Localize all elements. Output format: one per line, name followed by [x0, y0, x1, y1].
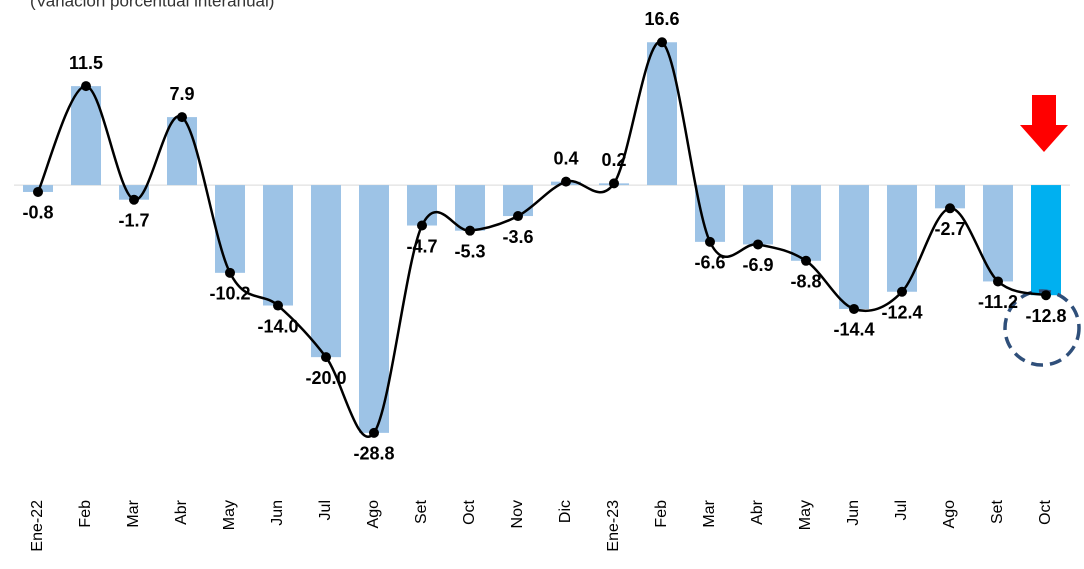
x-tick-label: Nov [509, 500, 526, 528]
line-point [561, 176, 571, 187]
bar [1031, 185, 1061, 296]
bar [791, 185, 821, 261]
bar [215, 185, 245, 273]
x-tick-label: May [221, 500, 238, 530]
data-label: -8.8 [790, 272, 821, 292]
data-label: 11.5 [69, 53, 103, 73]
data-label: -4.7 [406, 236, 437, 256]
x-tick-label: Jul [317, 500, 334, 520]
x-tick-label: Set [989, 499, 1006, 524]
x-tick-label: Set [413, 499, 430, 524]
bar [167, 117, 197, 186]
line-point [465, 225, 475, 236]
line-point [705, 236, 715, 247]
x-tick-label: Abr [173, 499, 190, 525]
data-label: -14.0 [257, 316, 298, 336]
line-point [609, 178, 619, 189]
data-label: 0.2 [601, 150, 626, 170]
bar [743, 185, 773, 245]
bar [407, 185, 437, 226]
x-tick-label: Feb [77, 500, 94, 528]
data-label: -14.4 [833, 320, 874, 340]
bar [455, 185, 485, 231]
x-tick-label: Ene-22 [29, 500, 46, 552]
bar [935, 185, 965, 209]
x-tick-label: Jun [845, 500, 862, 526]
bar [311, 185, 341, 358]
x-tick-label: Ago [941, 500, 958, 529]
x-tick-label: Mar [701, 499, 718, 527]
data-label: -5.3 [454, 241, 485, 261]
data-label: -12.8 [1025, 306, 1066, 326]
data-label: -2.7 [934, 219, 965, 239]
line-point [753, 239, 763, 250]
red-arrow [1020, 95, 1068, 152]
line-point [897, 286, 907, 297]
data-label: -12.4 [881, 303, 922, 323]
line-point [33, 186, 43, 197]
data-label: -6.9 [742, 255, 773, 275]
line-point [417, 220, 427, 231]
line-point [657, 37, 667, 48]
line-point [81, 81, 91, 92]
chart-subtitle: (Variación porcentual interanual) [30, 0, 274, 10]
x-tick-label: Oct [1037, 499, 1054, 524]
x-tick-label: Abr [749, 499, 766, 525]
line-point [801, 255, 811, 266]
line-point [225, 267, 235, 278]
data-label: -3.6 [502, 227, 533, 247]
x-tick-label: Jun [269, 500, 286, 526]
line-point [849, 303, 859, 314]
x-tick-label: Oct [461, 499, 478, 524]
data-label: -1.7 [118, 210, 149, 230]
line-point [129, 194, 139, 205]
bar [263, 185, 293, 306]
data-label: 0.4 [553, 148, 578, 168]
line-point [945, 203, 955, 214]
bar [359, 185, 389, 433]
x-tick-label: Feb [653, 500, 670, 528]
x-tick-label: Dic [557, 500, 574, 523]
line-point [513, 211, 523, 222]
data-label: -20.0 [305, 368, 346, 388]
line-point [993, 276, 1003, 287]
x-tick-label: Jul [893, 500, 910, 520]
bar [839, 185, 869, 309]
data-label: -10.2 [209, 284, 250, 304]
data-label: -28.8 [353, 444, 394, 464]
highlight-circle [1003, 289, 1081, 367]
line-point [1041, 290, 1051, 301]
data-label: -0.8 [22, 203, 53, 223]
data-label: 16.6 [644, 9, 679, 29]
bar [695, 185, 725, 242]
bars [14, 42, 1070, 433]
x-tick-label: May [797, 500, 814, 530]
x-tick-label: Ene-23 [605, 500, 622, 552]
line-point [321, 352, 331, 363]
line-point [273, 300, 283, 311]
data-label: -6.6 [694, 253, 725, 273]
line-point [177, 112, 187, 123]
data-label: -11.2 [978, 292, 1018, 312]
bar [71, 86, 101, 186]
data-label: 7.9 [169, 84, 194, 104]
x-tick-label: Ago [365, 500, 382, 529]
x-tick-label: Mar [125, 499, 142, 527]
line-point [369, 427, 379, 438]
